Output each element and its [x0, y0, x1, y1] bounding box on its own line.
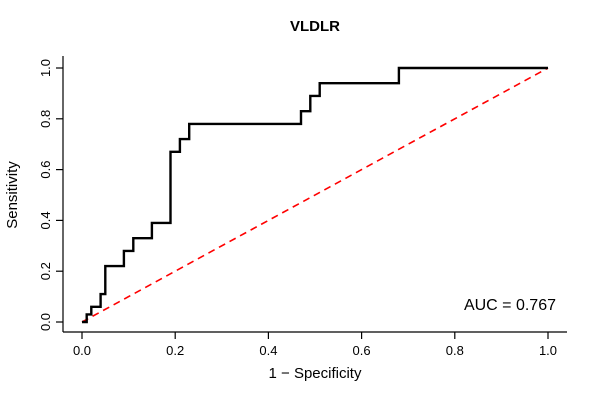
x-axis-title: 1 − Specificity: [269, 365, 362, 382]
x-tick-label: 0.6: [353, 343, 371, 358]
y-axis: 0.0 0.2 0.4 0.6 0.8 1.0: [38, 56, 64, 332]
x-axis: 0.0 0.2 0.4 0.6 0.8 1.0: [63, 331, 567, 358]
chance-diagonal: [81, 67, 549, 323]
series-layer: [81, 66, 549, 324]
y-axis-title: Sensitivity: [4, 161, 21, 229]
x-tick-label: 1.0: [539, 343, 557, 358]
y-tick-label: 1.0: [38, 59, 53, 77]
auc-annotation: AUC = 0.767: [464, 297, 556, 314]
x-tick-label: 0.8: [446, 343, 464, 358]
y-tick-label: 0.4: [38, 211, 53, 229]
x-tick-label: 0.0: [73, 343, 91, 358]
chart-title: VLDLR: [290, 18, 340, 35]
y-tick-label: 0.0: [38, 313, 53, 331]
y-tick-label: 0.2: [38, 262, 53, 280]
roc-curve: [82, 66, 548, 324]
y-tick-label: 0.6: [38, 161, 53, 179]
x-tick-label: 0.2: [166, 343, 184, 358]
x-tick-label: 0.4: [259, 343, 277, 358]
y-tick-label: 0.8: [38, 110, 53, 128]
